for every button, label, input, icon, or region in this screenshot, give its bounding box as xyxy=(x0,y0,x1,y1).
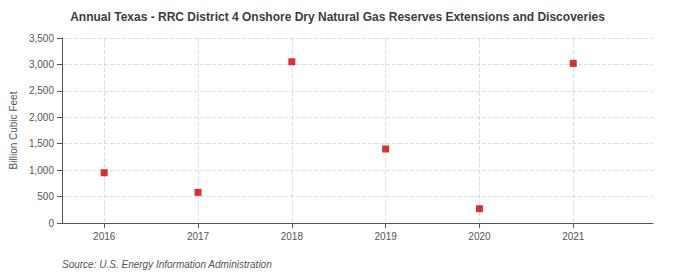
svg-text:3,000: 3,000 xyxy=(29,59,54,70)
svg-text:500: 500 xyxy=(37,191,54,202)
svg-text:2020: 2020 xyxy=(468,231,491,242)
svg-text:1,500: 1,500 xyxy=(29,138,54,149)
svg-text:2,000: 2,000 xyxy=(29,112,54,123)
svg-text:Source: U.S. Energy Informatio: Source: U.S. Energy Information Administ… xyxy=(62,259,272,270)
svg-text:1,000: 1,000 xyxy=(29,165,54,176)
svg-text:Annual Texas - RRC District 4: Annual Texas - RRC District 4 Onshore Dr… xyxy=(70,10,605,24)
svg-text:2021: 2021 xyxy=(562,231,585,242)
svg-text:2017: 2017 xyxy=(187,231,210,242)
svg-text:0: 0 xyxy=(48,218,54,229)
svg-text:2018: 2018 xyxy=(281,231,304,242)
svg-text:2,500: 2,500 xyxy=(29,85,54,96)
svg-text:Billion Cubic Feet: Billion Cubic Feet xyxy=(8,91,19,169)
svg-text:2019: 2019 xyxy=(375,231,398,242)
svg-text:2016: 2016 xyxy=(93,231,116,242)
svg-text:3,500: 3,500 xyxy=(29,33,54,44)
